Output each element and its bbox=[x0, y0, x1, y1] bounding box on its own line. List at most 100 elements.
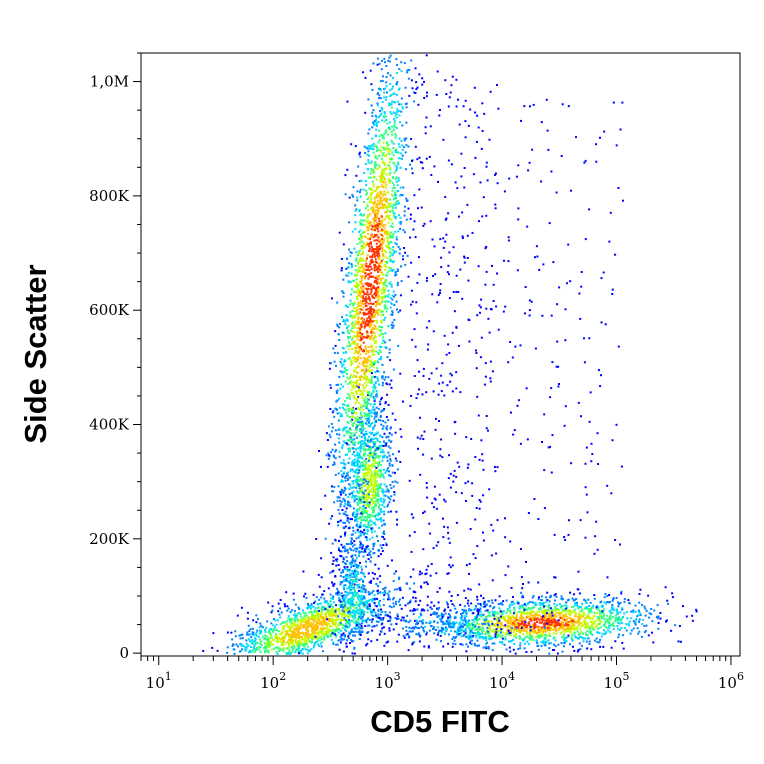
event-dot bbox=[382, 497, 385, 500]
event-dot bbox=[306, 614, 309, 617]
event-dot bbox=[296, 624, 299, 627]
event-dot bbox=[350, 391, 353, 394]
event-dot bbox=[379, 403, 382, 406]
event-dot bbox=[353, 335, 356, 338]
event-dot bbox=[401, 616, 404, 619]
event-dot bbox=[380, 146, 383, 149]
event-dot bbox=[395, 459, 398, 462]
event-dot bbox=[341, 346, 344, 349]
event-dot bbox=[357, 454, 359, 456]
event-dot bbox=[380, 215, 383, 218]
event-dot bbox=[387, 596, 390, 599]
event-dot bbox=[361, 258, 364, 260]
event-dot bbox=[358, 304, 361, 307]
event-dot bbox=[391, 236, 394, 239]
event-dot bbox=[335, 364, 337, 367]
event-dot bbox=[334, 630, 337, 633]
event-dot bbox=[329, 611, 332, 613]
event-dot bbox=[386, 262, 389, 265]
event-dot bbox=[368, 431, 371, 434]
event-dot bbox=[378, 604, 381, 607]
event-dot bbox=[350, 492, 353, 495]
event-dot bbox=[379, 419, 382, 422]
event-dot bbox=[383, 408, 386, 410]
event-dot bbox=[374, 500, 377, 503]
event-dot bbox=[249, 633, 251, 636]
event-dot bbox=[398, 87, 401, 90]
event-dot bbox=[274, 633, 277, 636]
event-dot bbox=[390, 606, 393, 609]
event-dot bbox=[332, 611, 335, 614]
event-dot bbox=[349, 360, 352, 363]
event-dot bbox=[370, 224, 373, 227]
event-dot bbox=[382, 544, 385, 546]
event-dot bbox=[358, 362, 361, 365]
event-dot bbox=[355, 537, 358, 540]
event-dot bbox=[338, 406, 341, 409]
event-dot bbox=[308, 649, 311, 652]
event-dot bbox=[362, 200, 365, 203]
event-dot bbox=[342, 429, 345, 432]
event-dot bbox=[377, 288, 380, 291]
event-dot bbox=[377, 549, 380, 552]
event-dot bbox=[373, 286, 376, 289]
event-dot bbox=[330, 603, 333, 606]
event-dot bbox=[401, 194, 404, 197]
event-dot bbox=[311, 641, 314, 643]
event-dot bbox=[355, 174, 358, 177]
event-dot bbox=[373, 465, 376, 468]
event-dot bbox=[359, 466, 362, 469]
event-dot bbox=[363, 452, 365, 455]
event-dot bbox=[366, 510, 369, 513]
event-dot bbox=[356, 399, 358, 402]
event-dot bbox=[345, 442, 348, 444]
event-dot bbox=[355, 518, 358, 520]
event-dot bbox=[381, 436, 384, 439]
event-dot bbox=[345, 314, 348, 317]
event-dot bbox=[376, 250, 379, 253]
event-dot bbox=[320, 465, 322, 468]
event-dot bbox=[356, 261, 359, 264]
event-dot bbox=[370, 323, 373, 326]
event-dot bbox=[381, 524, 384, 527]
event-dot bbox=[360, 418, 363, 421]
event-dot bbox=[251, 627, 254, 630]
event-dot bbox=[394, 242, 397, 244]
event-dot bbox=[299, 615, 302, 618]
event-dot bbox=[334, 624, 337, 627]
event-dot bbox=[270, 634, 272, 637]
event-dot bbox=[474, 634, 477, 637]
event-dot bbox=[357, 461, 360, 463]
event-dot bbox=[367, 219, 370, 222]
event-dot bbox=[396, 202, 399, 205]
event-dot bbox=[379, 268, 382, 271]
event-dot bbox=[360, 348, 363, 350]
event-dot bbox=[371, 441, 374, 444]
event-dot bbox=[615, 614, 617, 617]
event-dot bbox=[367, 336, 370, 339]
event-dot bbox=[401, 144, 404, 147]
event-dot bbox=[366, 493, 369, 496]
event-dot bbox=[374, 213, 377, 216]
event-dot bbox=[270, 643, 273, 646]
event-dot bbox=[367, 394, 369, 396]
event-dot bbox=[389, 617, 392, 620]
event-dot bbox=[376, 239, 379, 242]
event-dot bbox=[608, 610, 611, 613]
event-dot bbox=[396, 523, 398, 526]
event-dot bbox=[383, 513, 386, 516]
event-dot bbox=[429, 574, 432, 577]
event-dot bbox=[497, 634, 500, 637]
event-dot bbox=[321, 641, 324, 644]
event-dot bbox=[240, 643, 243, 646]
event-dot bbox=[367, 268, 370, 271]
event-dot bbox=[367, 312, 369, 315]
event-dot bbox=[255, 632, 258, 635]
event-dot bbox=[346, 622, 349, 625]
event-dot bbox=[352, 432, 355, 435]
event-dot bbox=[366, 324, 369, 327]
event-dot bbox=[360, 256, 363, 259]
event-dot bbox=[375, 248, 377, 251]
event-dot bbox=[346, 376, 349, 379]
event-dot bbox=[339, 490, 342, 493]
